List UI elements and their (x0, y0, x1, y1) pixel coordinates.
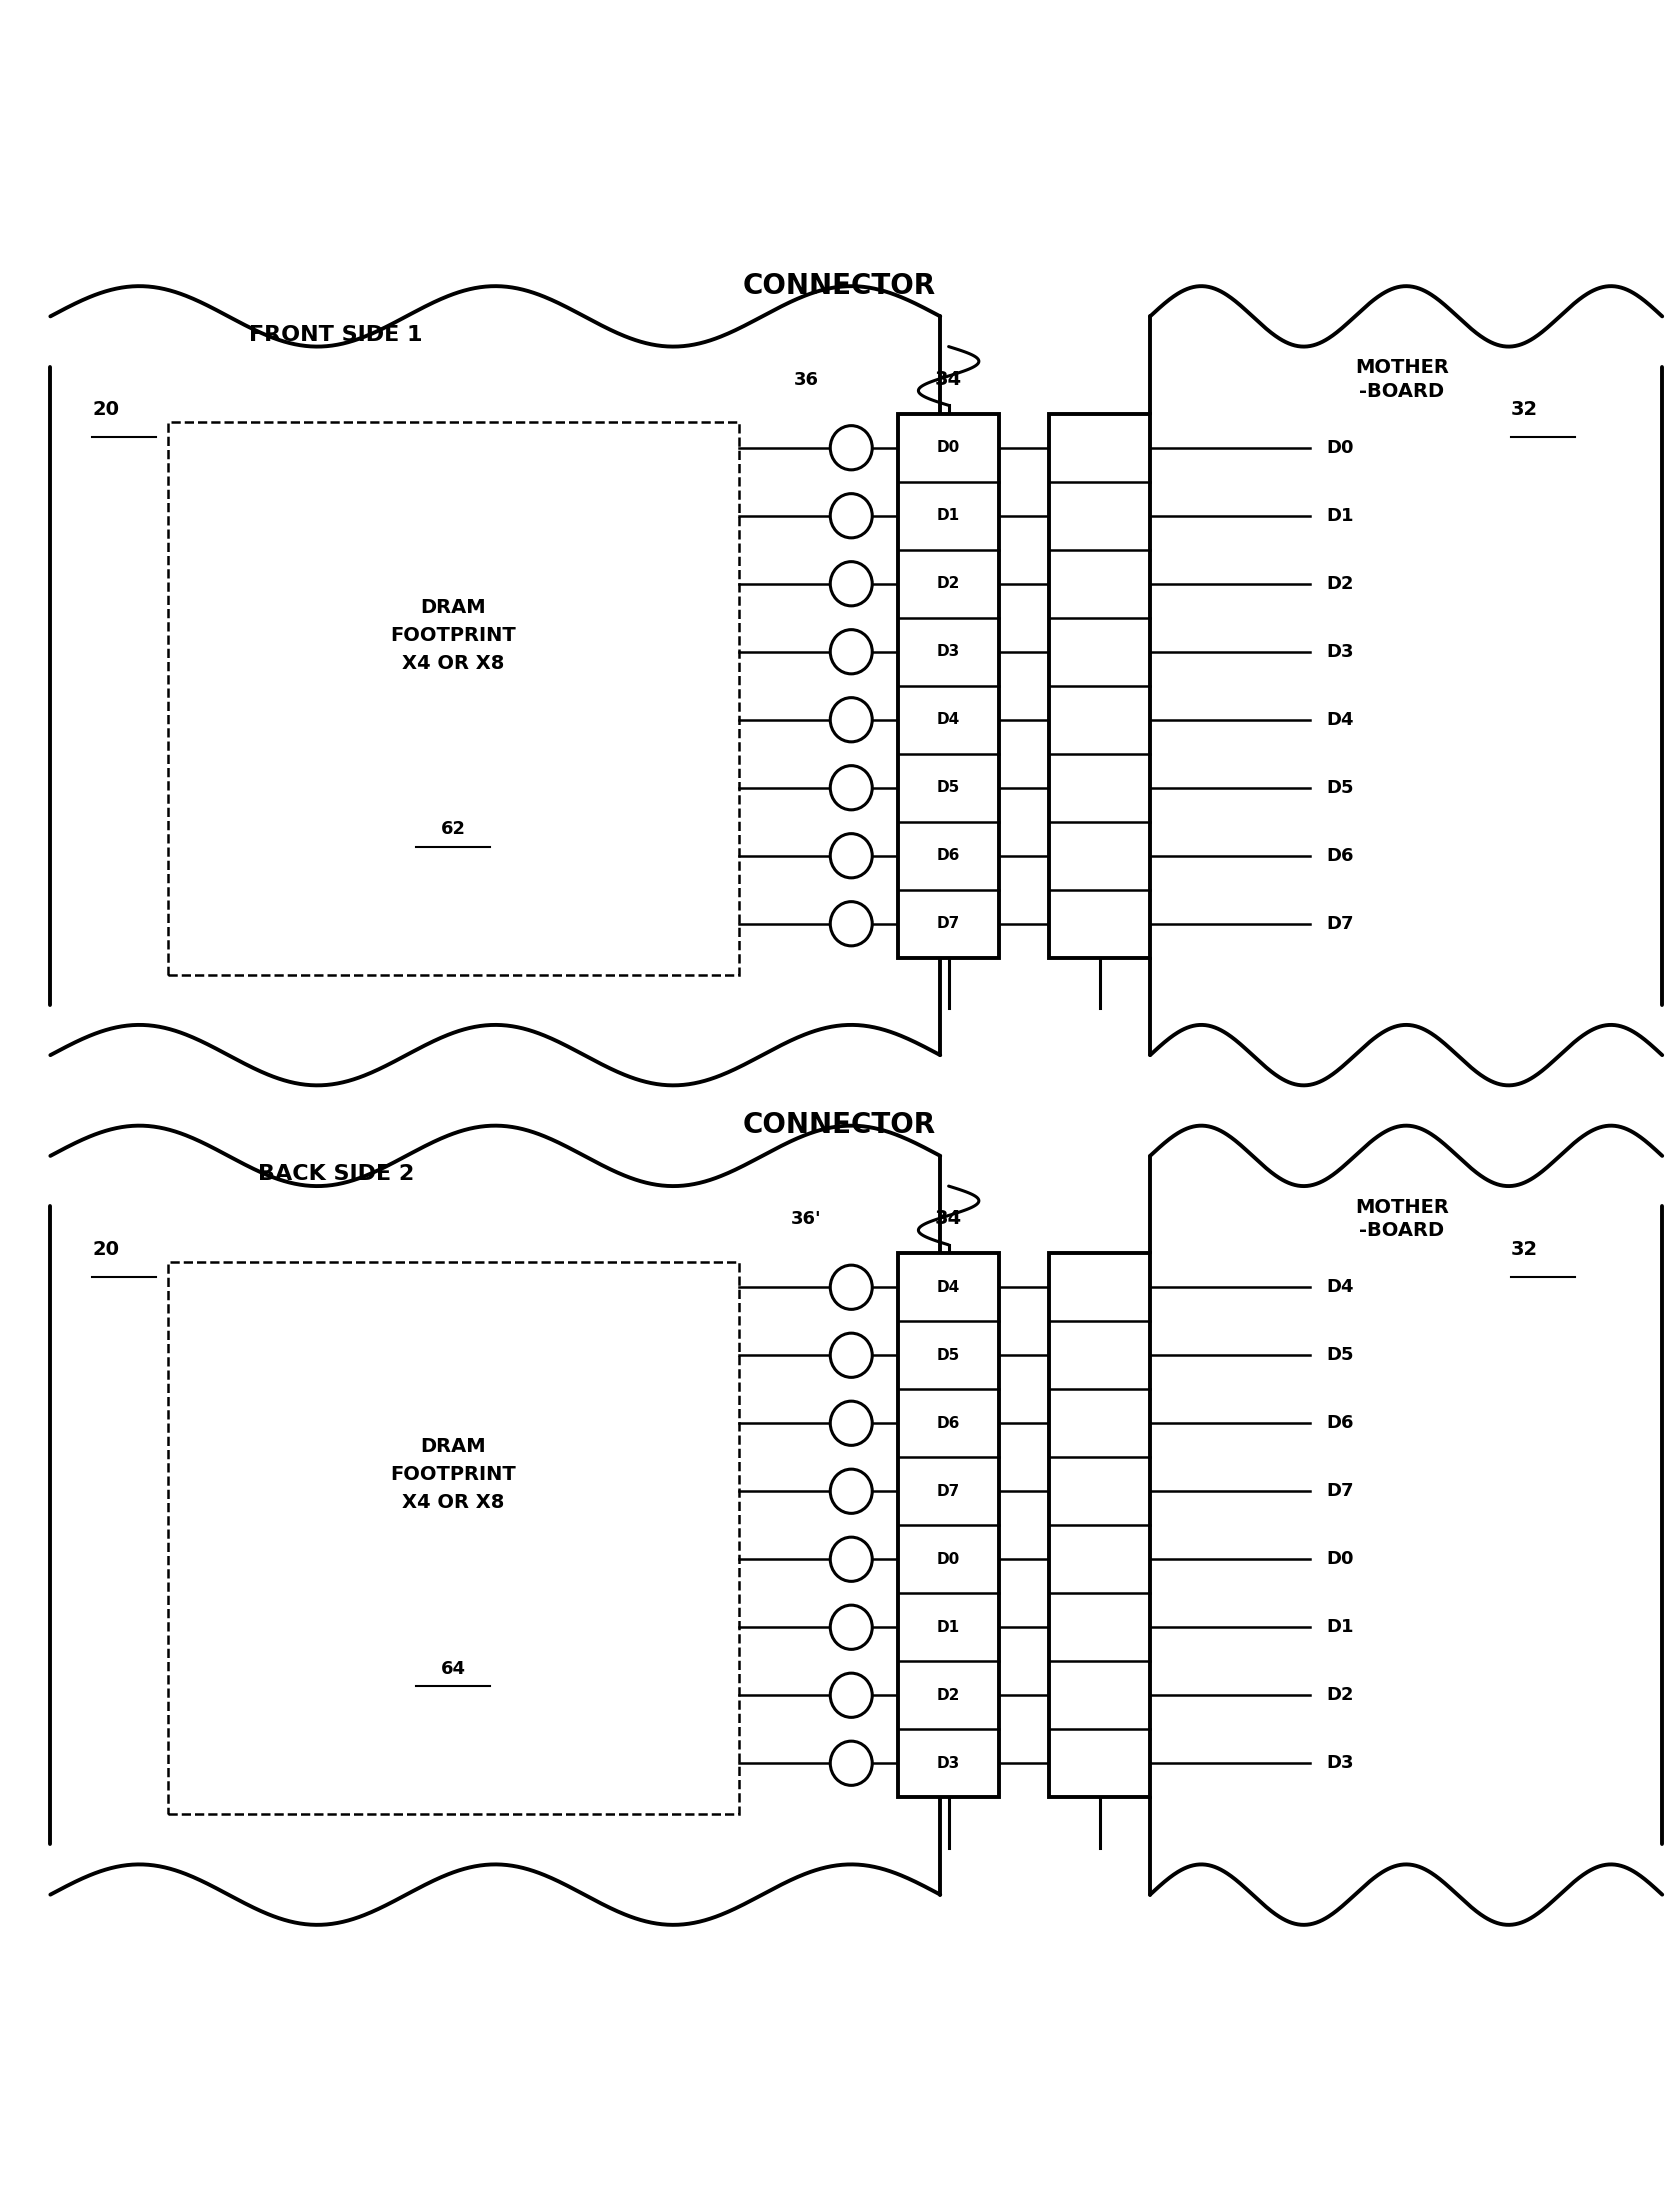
Ellipse shape (831, 427, 873, 471)
Text: D6: D6 (937, 849, 960, 862)
Ellipse shape (831, 902, 873, 946)
Text: D5: D5 (937, 780, 960, 796)
Text: D2: D2 (937, 577, 960, 590)
Text: MOTHER
-BOARD: MOTHER -BOARD (1355, 1198, 1449, 1240)
Text: D1: D1 (937, 509, 960, 524)
Text: D7: D7 (1326, 915, 1353, 933)
Bar (898, 1254, 999, 1798)
Ellipse shape (831, 562, 873, 606)
Text: 34: 34 (935, 1209, 962, 1227)
Text: 20: 20 (92, 1240, 119, 1258)
Text: D7: D7 (937, 915, 960, 931)
Text: D7: D7 (937, 1484, 960, 1499)
Text: D3: D3 (937, 643, 960, 659)
Text: D5: D5 (937, 1349, 960, 1362)
Text: D4: D4 (937, 712, 960, 727)
Text: D7: D7 (1326, 1481, 1353, 1501)
Text: D1: D1 (937, 1621, 960, 1634)
Text: 20: 20 (92, 400, 119, 420)
Ellipse shape (831, 1740, 873, 1784)
Text: CONNECTOR: CONNECTOR (742, 1112, 937, 1139)
Ellipse shape (831, 699, 873, 743)
Text: D3: D3 (1326, 643, 1353, 661)
Text: 62: 62 (442, 820, 465, 838)
Ellipse shape (831, 1468, 873, 1512)
Text: D1: D1 (1326, 506, 1353, 524)
Text: D6: D6 (1326, 847, 1353, 865)
Text: D2: D2 (1326, 1687, 1353, 1705)
Bar (1049, 413, 1150, 957)
Text: D5: D5 (1326, 778, 1353, 796)
Ellipse shape (831, 1537, 873, 1581)
Text: D2: D2 (1326, 575, 1353, 593)
Text: 64: 64 (442, 1660, 465, 1678)
Ellipse shape (831, 1333, 873, 1377)
Text: 34: 34 (935, 369, 962, 389)
Ellipse shape (831, 1402, 873, 1446)
Bar (898, 413, 999, 957)
Text: D2: D2 (937, 1687, 960, 1702)
Text: D5: D5 (1326, 1346, 1353, 1364)
Text: D0: D0 (1326, 438, 1353, 458)
Ellipse shape (831, 1265, 873, 1309)
Text: 32: 32 (1511, 400, 1538, 420)
Text: D0: D0 (937, 440, 960, 455)
Text: D4: D4 (1326, 1278, 1353, 1296)
Ellipse shape (831, 630, 873, 674)
Text: D0: D0 (937, 1552, 960, 1568)
Text: 36': 36' (791, 1209, 821, 1227)
Text: DRAM
FOOTPRINT
X4 OR X8: DRAM FOOTPRINT X4 OR X8 (391, 1437, 515, 1512)
Text: D6: D6 (1326, 1415, 1353, 1433)
Text: D4: D4 (1326, 710, 1353, 730)
Ellipse shape (831, 765, 873, 809)
Text: FRONT SIDE 1: FRONT SIDE 1 (248, 325, 423, 345)
Ellipse shape (831, 493, 873, 537)
Ellipse shape (831, 1674, 873, 1718)
Text: D4: D4 (937, 1280, 960, 1296)
Text: D3: D3 (937, 1756, 960, 1771)
Text: MOTHER
-BOARD: MOTHER -BOARD (1355, 358, 1449, 400)
Text: D3: D3 (1326, 1753, 1353, 1773)
Ellipse shape (831, 834, 873, 878)
Text: D1: D1 (1326, 1618, 1353, 1636)
Text: BACK SIDE 2: BACK SIDE 2 (257, 1165, 415, 1185)
Ellipse shape (831, 1605, 873, 1649)
Text: 32: 32 (1511, 1240, 1538, 1258)
Text: DRAM
FOOTPRINT
X4 OR X8: DRAM FOOTPRINT X4 OR X8 (391, 597, 515, 672)
Text: D0: D0 (1326, 1550, 1353, 1568)
Text: CONNECTOR: CONNECTOR (742, 272, 937, 298)
Bar (168, 1262, 739, 1813)
Bar (1049, 1254, 1150, 1798)
Text: D6: D6 (937, 1415, 960, 1431)
Text: 36: 36 (794, 371, 818, 389)
Bar (168, 422, 739, 975)
